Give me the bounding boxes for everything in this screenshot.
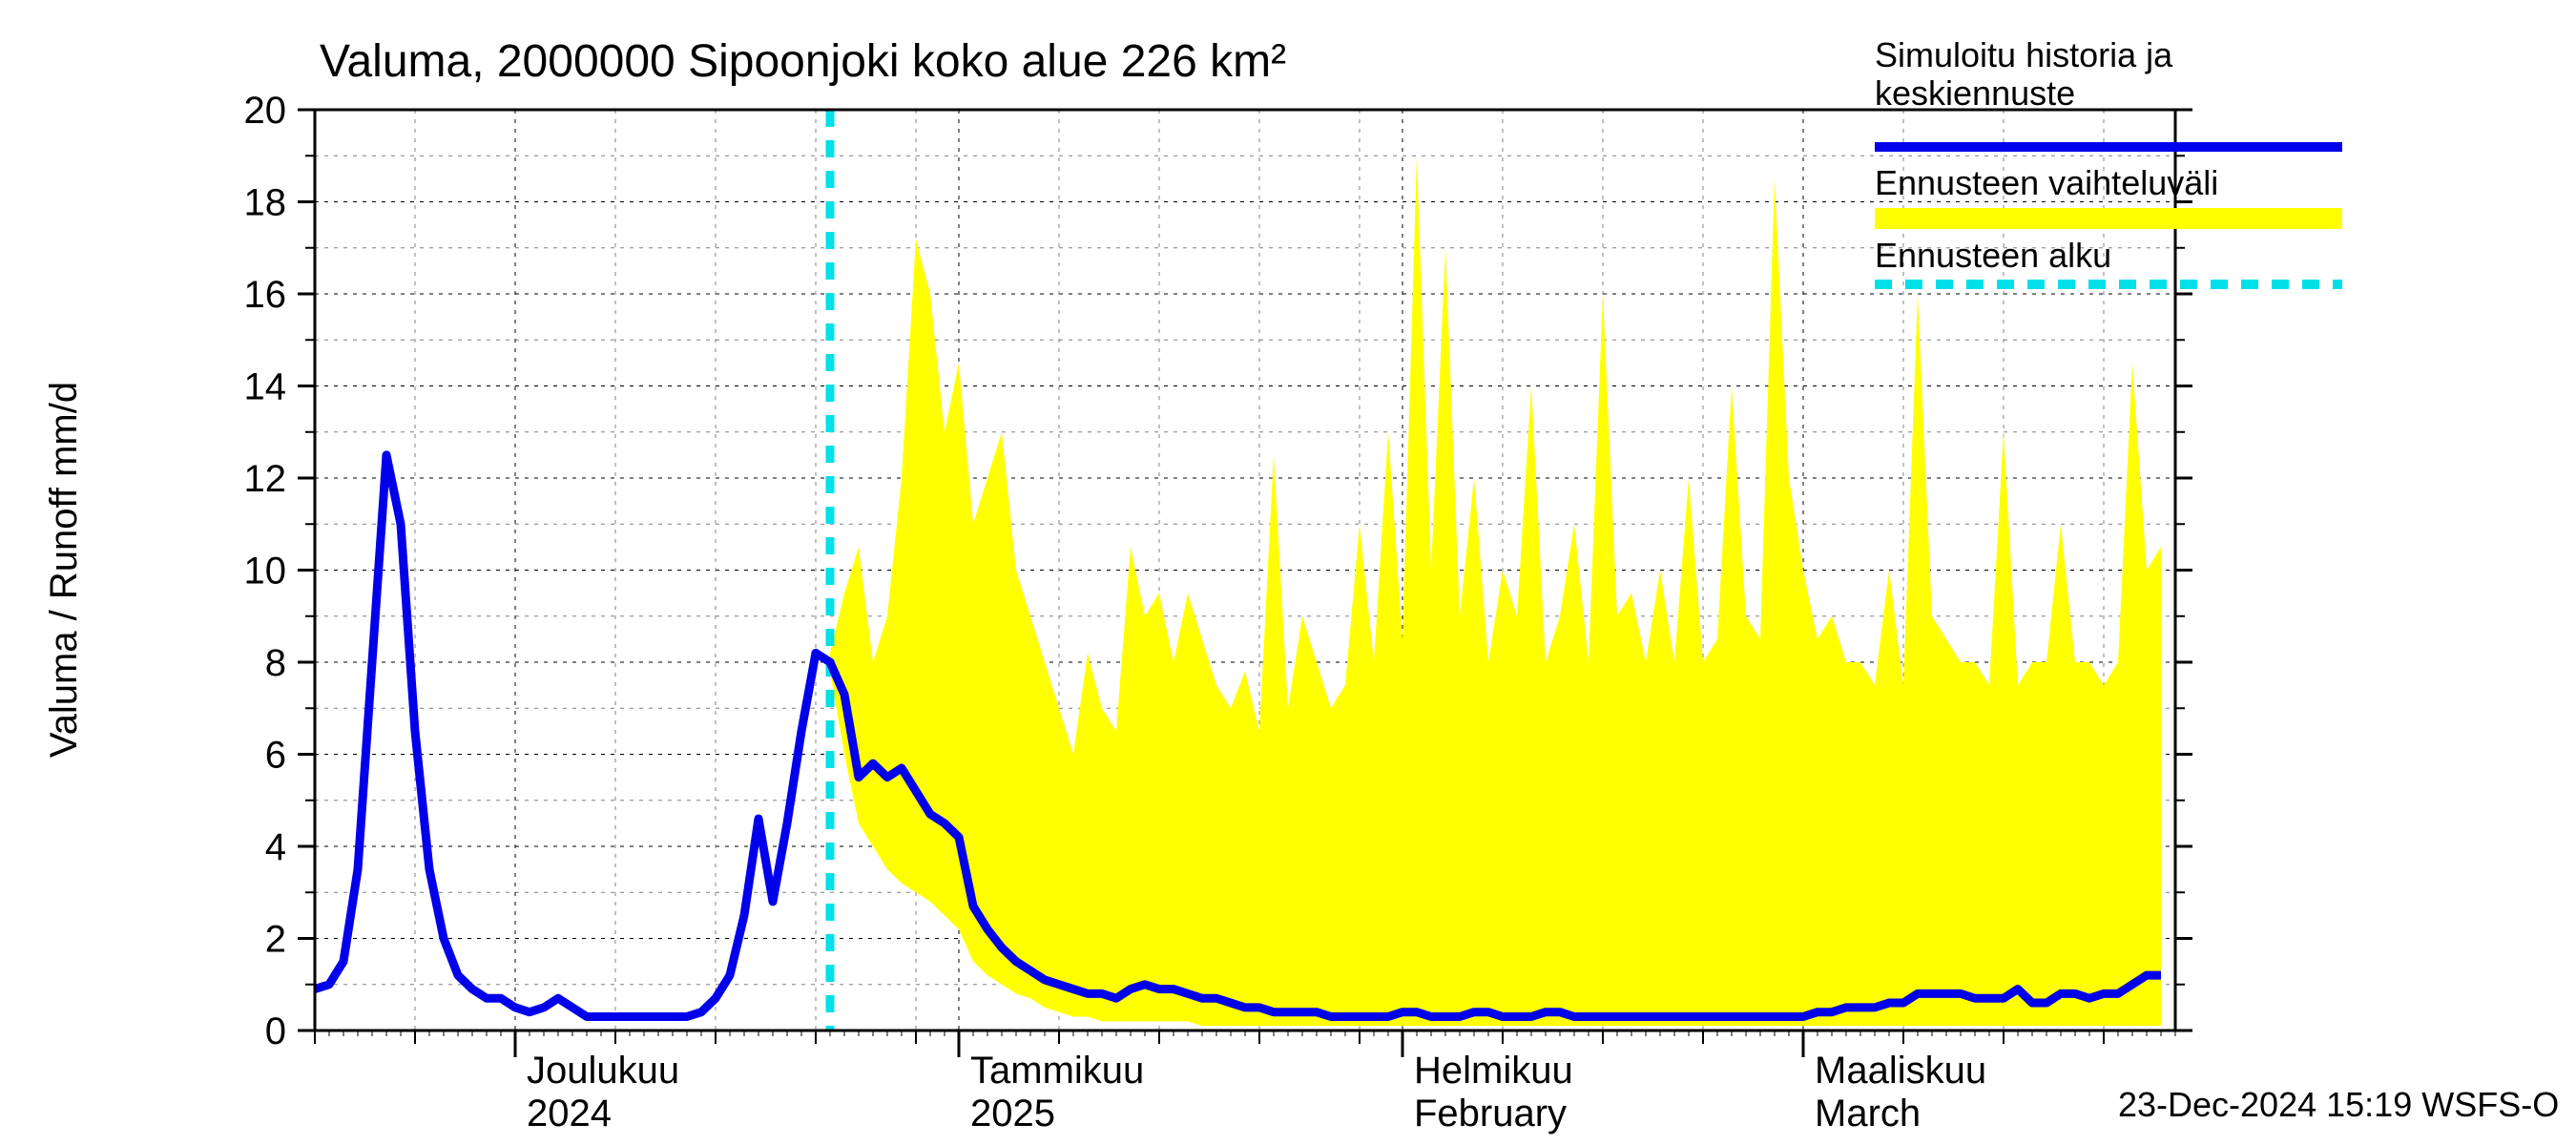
- y-tick-label: 4: [265, 826, 286, 868]
- chart-title: Valuma, 2000000 Sipoonjoki koko alue 226…: [320, 36, 1286, 87]
- x-month-label: Helmikuu: [1414, 1050, 1573, 1092]
- y-tick-label: 18: [244, 182, 287, 224]
- y-tick-label: 14: [244, 366, 287, 408]
- y-axis-label: Valuma / Runoff mm/d: [43, 382, 85, 758]
- footer-timestamp: 23-Dec-2024 15:19 WSFS-O: [2118, 1085, 2559, 1124]
- y-tick-label: 8: [265, 642, 286, 684]
- x-month-label: Tammikuu: [970, 1050, 1144, 1092]
- x-month-label: Joulukuu: [527, 1050, 679, 1092]
- x-year-label: March: [1815, 1093, 1921, 1135]
- legend-range-label: Ennusteen vaihteluväli: [1875, 163, 2218, 202]
- y-tick-label: 0: [265, 1010, 286, 1052]
- x-year-label: February: [1414, 1093, 1567, 1135]
- legend-sim-label: Simuloitu historia ja: [1875, 35, 2173, 74]
- x-year-label: 2024: [527, 1093, 612, 1135]
- legend-sim-label: keskiennuste: [1875, 73, 2075, 113]
- legend-start-label: Ennusteen alku: [1875, 236, 2111, 275]
- y-tick-label: 6: [265, 735, 286, 777]
- y-tick-label: 10: [244, 551, 287, 593]
- y-tick-label: 16: [244, 274, 287, 316]
- y-tick-label: 20: [244, 90, 287, 132]
- y-tick-label: 2: [265, 919, 286, 961]
- x-month-label: Maaliskuu: [1815, 1050, 1986, 1092]
- chart-svg: 0 2 4 6 8 10 12 14 16 18 20 Joulukuu2024 Tammikuu202…: [0, 0, 2576, 1145]
- x-year-label: 2025: [970, 1093, 1055, 1135]
- y-tick-label: 12: [244, 458, 287, 500]
- chart-container: 0 2 4 6 8 10 12 14 16 18 20 Joulukuu2024 Tammikuu202…: [0, 0, 2576, 1145]
- legend-range-swatch: [1875, 208, 2342, 229]
